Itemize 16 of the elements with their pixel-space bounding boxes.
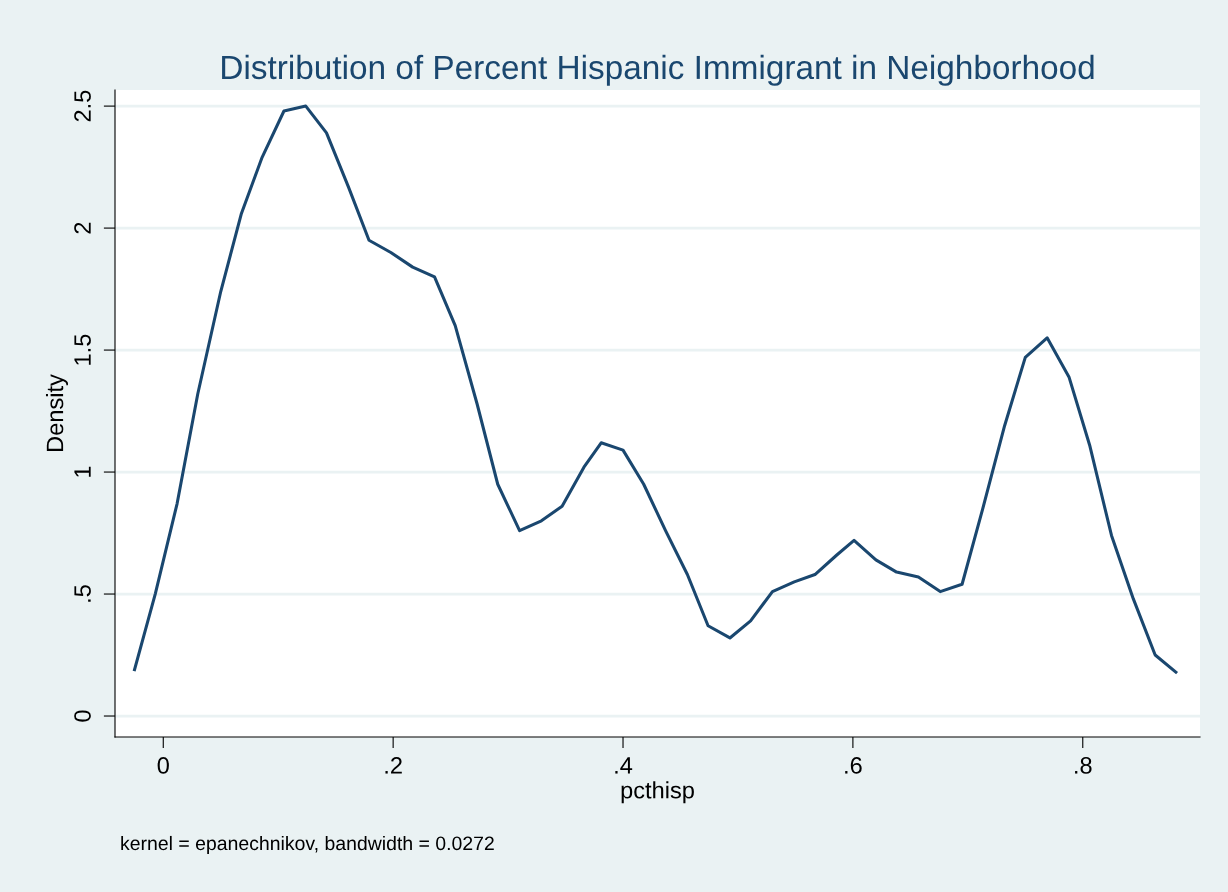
chart-title: Distribution of Percent Hispanic Immigrant in Neighborhood bbox=[222, 54, 1094, 86]
y-tick-label: 2 bbox=[74, 222, 91, 234]
text: kernel = epanechnikov, bandwidth = 0.0272 bbox=[121, 835, 494, 855]
y-tick-label: 1 bbox=[74, 466, 91, 477]
line-series bbox=[133, 104, 1178, 674]
x-axis-title: pcthisp bbox=[621, 781, 694, 804]
x-tick-label: 0 bbox=[157, 757, 169, 774]
y-tick-label: 2.5 bbox=[74, 90, 91, 122]
x-tick-label: .6 bbox=[845, 757, 862, 774]
x-tick-label: .2 bbox=[385, 757, 402, 774]
y-tick-label: 0 bbox=[74, 710, 91, 722]
x-tick-label: .8 bbox=[1075, 757, 1092, 774]
y-tick-label: .5 bbox=[74, 585, 91, 602]
y-axis-title: Density bbox=[45, 374, 68, 451]
x-tick-label: .4 bbox=[615, 757, 633, 774]
y-tick-label: 1.5 bbox=[74, 334, 91, 365]
